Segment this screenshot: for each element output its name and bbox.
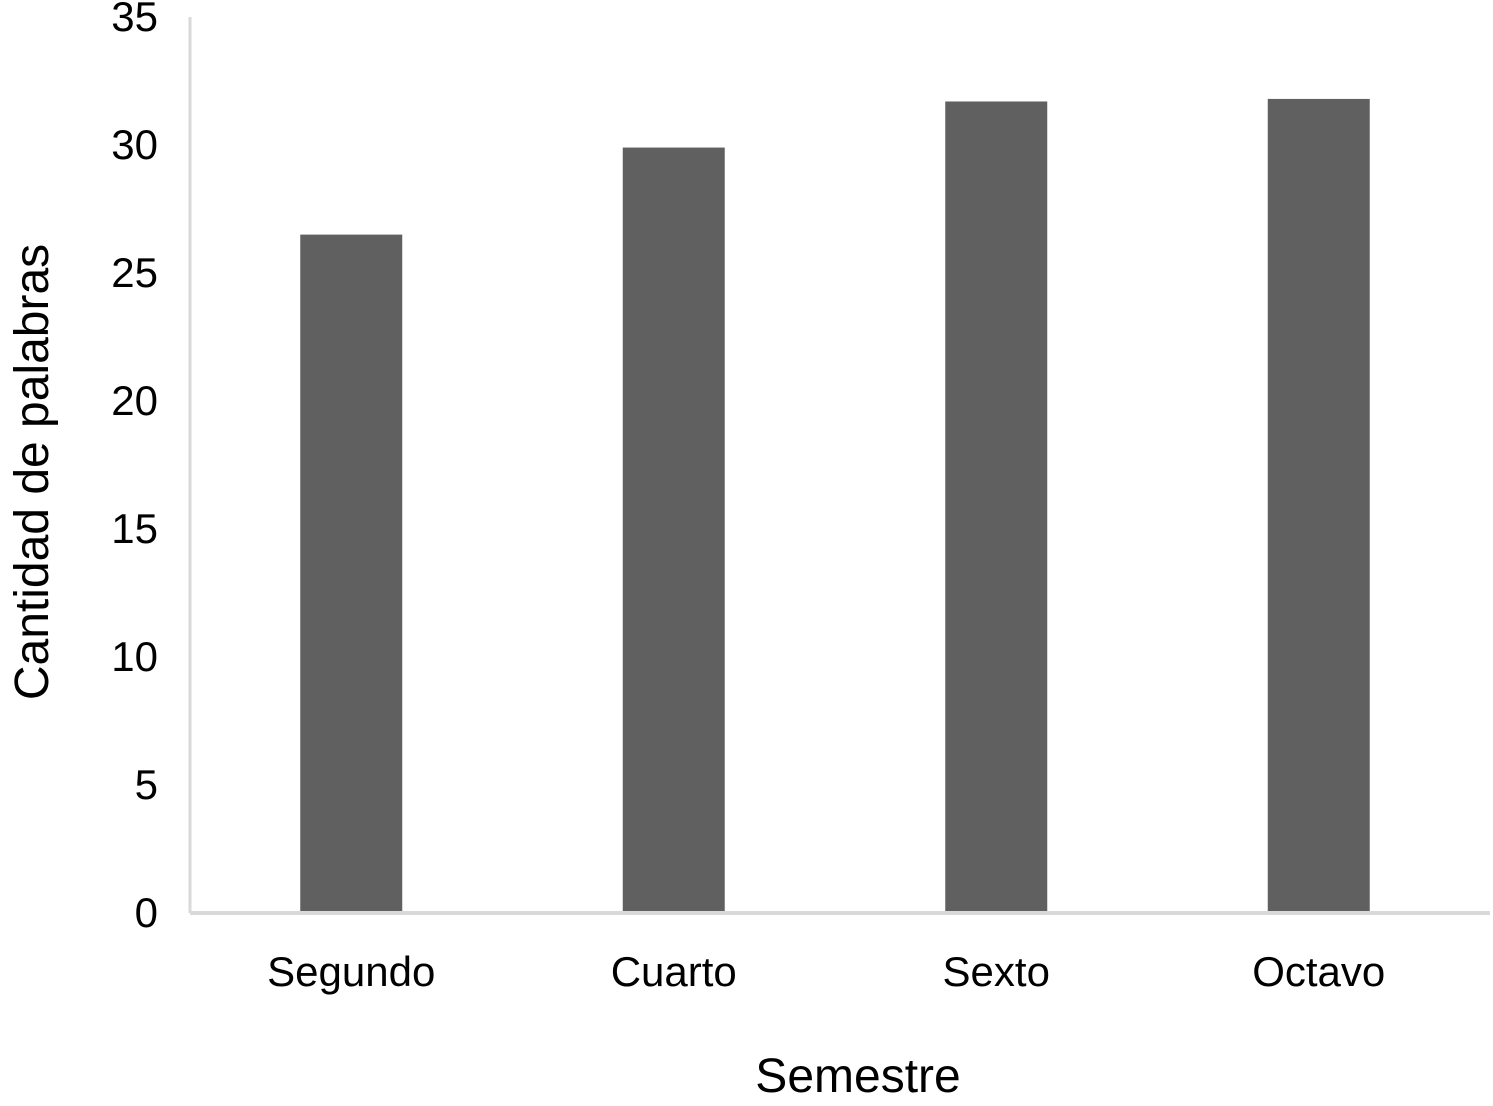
y-axis-tick-labels: 0 5 10 15 20 25 30 35 (111, 0, 158, 936)
x-tick-label: Octavo (1252, 948, 1385, 995)
bar (300, 234, 403, 912)
y-tick-label: 30 (111, 121, 158, 168)
bar (945, 101, 1048, 912)
y-tick-label: 10 (111, 633, 158, 680)
bar (1267, 98, 1370, 912)
bar (622, 147, 725, 911)
y-tick-label: 20 (111, 377, 158, 424)
x-axis-tick-labels: Segundo Cuarto Sexto Octavo (267, 948, 1385, 995)
y-tick-label: 0 (135, 889, 158, 936)
y-tick-label: 15 (111, 505, 158, 552)
x-tick-label: Sexto (943, 948, 1050, 995)
x-tick-label: Cuarto (611, 948, 737, 995)
x-tick-label: Segundo (267, 948, 435, 995)
y-axis-title: Cantidad de palabras (6, 244, 59, 700)
y-tick-label: 5 (135, 761, 158, 808)
y-tick-label: 35 (111, 0, 158, 40)
y-tick-label: 25 (111, 249, 158, 296)
bars (300, 98, 1370, 912)
x-axis-title: Semestre (755, 1050, 960, 1103)
